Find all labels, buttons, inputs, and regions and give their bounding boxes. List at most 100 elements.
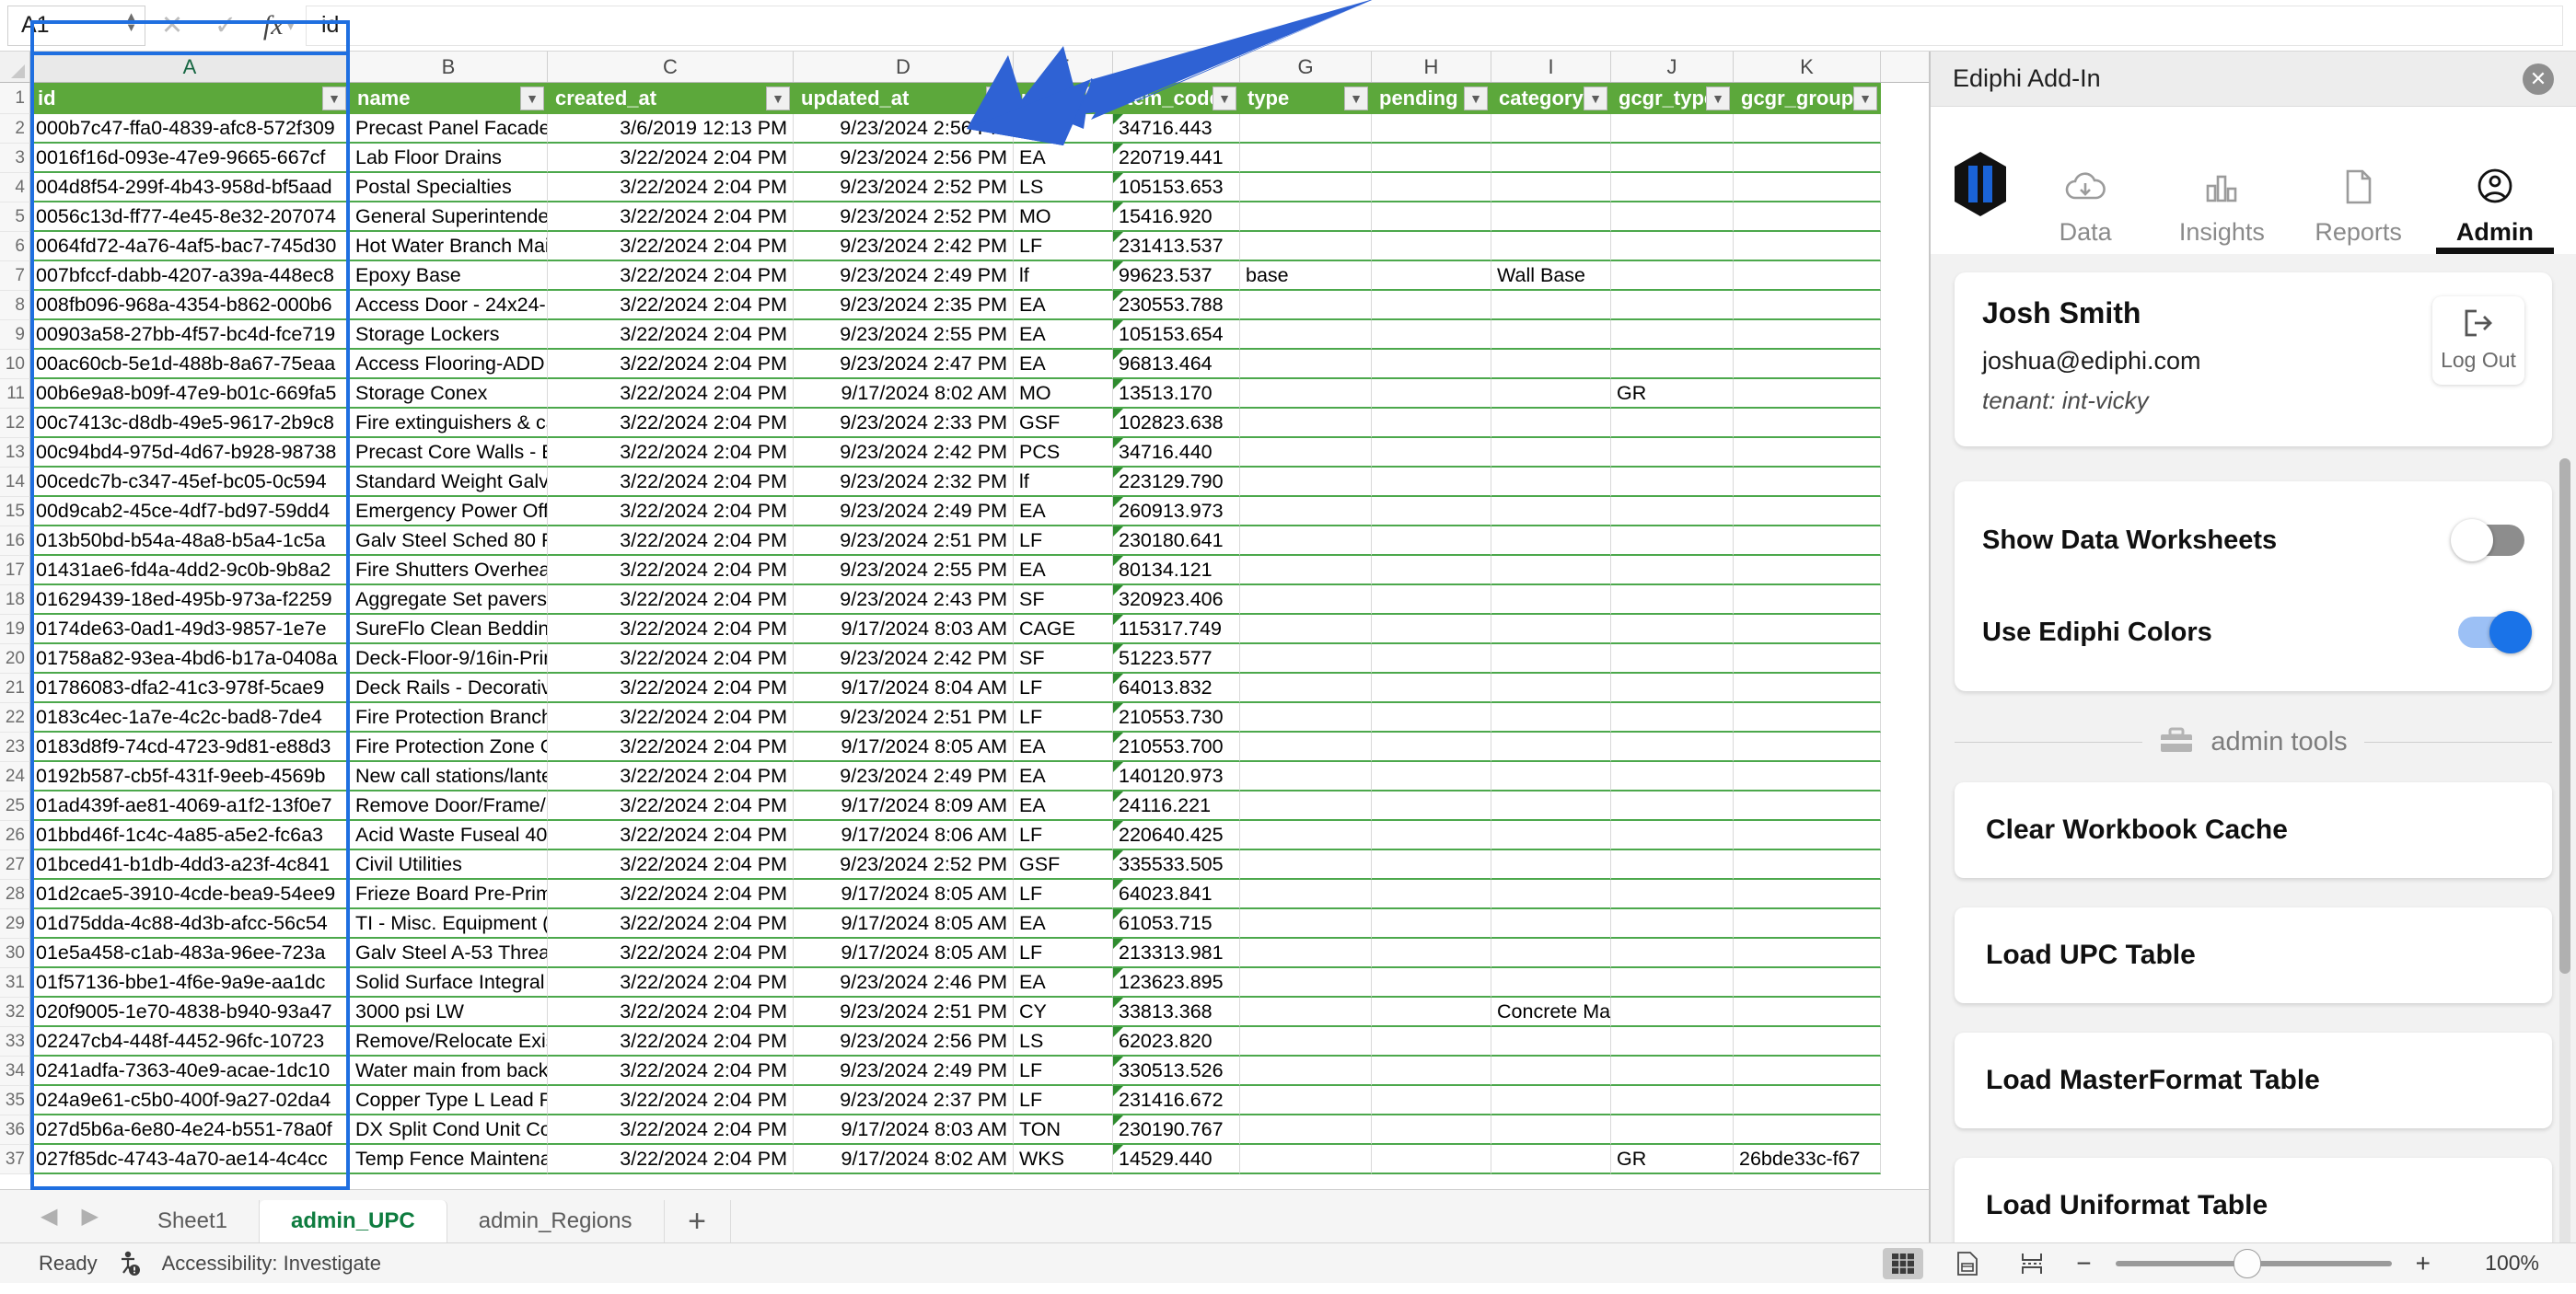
cell-gcgr-type-28[interactable] [1611,880,1734,909]
cell-name-8[interactable]: Access Door - 24x24-Fir [350,291,548,320]
table-row[interactable]: 024a9e61-c5b0-400f-9a27-02da4 Copper Type… [30,1086,1929,1115]
cell-gcgr-group-24[interactable] [1734,762,1881,791]
cell-gcgr-group-33[interactable] [1734,1027,1881,1057]
cell-id-19[interactable]: 0174de63-0ad1-49d3-9857-1e7e [30,615,350,644]
table-row[interactable]: 01629439-18ed-495b-973a-f2259 Aggregate S… [30,585,1929,615]
table-row[interactable]: 01e5a458-c1ab-483a-96ee-723a Galv Steel A… [30,939,1929,968]
triangle-left-icon[interactable]: ◀ [41,1204,58,1229]
row-header-7[interactable]: 7 [0,261,30,291]
table-row[interactable]: 01ad439f-ae81-4069-a1f2-13f0e7 Remove Doo… [30,791,1929,821]
table-row[interactable]: 004d8f54-299f-4b43-958d-bf5aad Postal Spe… [30,173,1929,202]
table-row[interactable]: 01786083-dfa2-41c3-978f-5cae9 Deck Rails … [30,674,1929,703]
cell-gcgr-group-22[interactable] [1734,703,1881,733]
column-header-i[interactable]: I [1491,52,1611,82]
cell-uom-22[interactable]: LF [1014,703,1113,733]
cell-id-30[interactable]: 01e5a458-c1ab-483a-96ee-723a [30,939,350,968]
cell-created-at-15[interactable]: 3/22/2024 2:04 PM [548,497,794,526]
cell-pending-36[interactable] [1372,1115,1491,1145]
cell-id-29[interactable]: 01d75dda-4c88-4d3b-afcc-56c54 [30,909,350,939]
cell-updated-at-5[interactable]: 9/23/2024 2:52 PM [794,202,1014,232]
zoom-in-button[interactable]: + [2415,1248,2431,1277]
cell-pending-34[interactable] [1372,1057,1491,1086]
cell-gcgr-group-26[interactable] [1734,821,1881,850]
cell-uom-21[interactable]: LF [1014,674,1113,703]
cell-gcgr-group-17[interactable] [1734,556,1881,585]
cell-gcgr-group-28[interactable] [1734,880,1881,909]
table-row[interactable]: 00c94bd4-975d-4d67-b928-98738 Precast Cor… [30,438,1929,468]
cell-created-at-37[interactable]: 3/22/2024 2:04 PM [548,1145,794,1174]
cell-name-34[interactable]: Water main from back o [350,1057,548,1086]
cell-gcgr-group-7[interactable] [1734,261,1881,291]
cell-id-22[interactable]: 0183c4ec-1a7e-4c2c-bad8-7de4 [30,703,350,733]
cell-updated-at-2[interactable]: 9/23/2024 2:56 PM [794,114,1014,144]
row-header-24[interactable]: 24 [0,762,30,791]
cell-category-11[interactable] [1491,379,1611,409]
cell-type-36[interactable] [1240,1115,1372,1145]
cell-updated-at-11[interactable]: 9/17/2024 8:02 AM [794,379,1014,409]
cell-pending-27[interactable] [1372,850,1491,880]
cell-type-17[interactable] [1240,556,1372,585]
cell-item-code-12[interactable]: 102823.638 [1113,409,1240,438]
cell-item-code-18[interactable]: 320923.406 [1113,585,1240,615]
cell-pending-12[interactable] [1372,409,1491,438]
cell-pending-28[interactable] [1372,880,1491,909]
cell-gcgr-group-16[interactable] [1734,526,1881,556]
cell-uom-3[interactable]: EA [1014,144,1113,173]
cell-name-6[interactable]: Hot Water Branch Mains [350,232,548,261]
cell-item-code-27[interactable]: 335533.505 [1113,850,1240,880]
row-header-32[interactable]: 32 [0,998,30,1027]
table-row[interactable]: 00ac60cb-5e1d-488b-8a67-75eaa Access Floo… [30,350,1929,379]
cell-gcgr-type-7[interactable] [1611,261,1734,291]
cell-category-4[interactable] [1491,173,1611,202]
cell-type-21[interactable] [1240,674,1372,703]
cell-item-code-32[interactable]: 33813.368 [1113,998,1240,1027]
cell-gcgr-group-13[interactable] [1734,438,1881,468]
cell-gcgr-type-12[interactable] [1611,409,1734,438]
row-header-36[interactable]: 36 [0,1115,30,1145]
cell-uom-25[interactable]: EA [1014,791,1113,821]
cell-created-at-35[interactable]: 3/22/2024 2:04 PM [548,1086,794,1115]
cell-id-10[interactable]: 00ac60cb-5e1d-488b-8a67-75eaa [30,350,350,379]
toggle-row-show-data-worksheets[interactable]: Show Data Worksheets [1982,494,2524,586]
cell-created-at-34[interactable]: 3/22/2024 2:04 PM [548,1057,794,1086]
cell-item-code-3[interactable]: 220719.441 [1113,144,1240,173]
cell-item-code-24[interactable]: 140120.973 [1113,762,1240,791]
cell-uom-31[interactable]: EA [1014,968,1113,998]
cell-updated-at-18[interactable]: 9/23/2024 2:43 PM [794,585,1014,615]
cell-updated-at-31[interactable]: 9/23/2024 2:46 PM [794,968,1014,998]
cell-created-at-22[interactable]: 3/22/2024 2:04 PM [548,703,794,733]
cell-type-13[interactable] [1240,438,1372,468]
cell-gcgr-type-33[interactable] [1611,1027,1734,1057]
cell-item-code-22[interactable]: 210553.730 [1113,703,1240,733]
cell-pending-10[interactable] [1372,350,1491,379]
column-header-d[interactable]: D [794,52,1014,82]
page-layout-icon[interactable] [1947,1248,1988,1279]
cell-item-code-4[interactable]: 105153.653 [1113,173,1240,202]
cell-pending-35[interactable] [1372,1086,1491,1115]
table-row[interactable]: 000b7c47-ffa0-4839-afc8-572f309 Precast P… [30,114,1929,144]
cell-gcgr-type-6[interactable] [1611,232,1734,261]
table-row[interactable]: 0183d8f9-74cd-4723-9d81-e88d3 Fire Protec… [30,733,1929,762]
cell-name-36[interactable]: DX Split Cond Unit Cooli [350,1115,548,1145]
cell-type-37[interactable] [1240,1145,1372,1174]
cell-id-36[interactable]: 027d5b6a-6e80-4e24-b551-78a0f [30,1115,350,1145]
cell-gcgr-type-35[interactable] [1611,1086,1734,1115]
cell-name-4[interactable]: Postal Specialties [350,173,548,202]
table-row[interactable]: 00c7413c-d8db-49e5-9617-2b9c8 Fire exting… [30,409,1929,438]
cell-updated-at-27[interactable]: 9/23/2024 2:52 PM [794,850,1014,880]
cell-id-2[interactable]: 000b7c47-ffa0-4839-afc8-572f309 [30,114,350,144]
cell-name-33[interactable]: Remove/Relocate Exist [350,1027,548,1057]
table-row[interactable]: 01bbd46f-1c4c-4a85-a5e2-fc6a3 Acid Waste … [30,821,1929,850]
cell-created-at-25[interactable]: 3/22/2024 2:04 PM [548,791,794,821]
table-row[interactable]: 01f57136-bbe1-4f6e-9a9e-aa1dc Solid Surfa… [30,968,1929,998]
cell-id-34[interactable]: 0241adfa-7363-40e9-acae-1dc10 [30,1057,350,1086]
filter-dropdown-updated-at[interactable]: ▼ [986,87,1010,110]
cell-gcgr-type-31[interactable] [1611,968,1734,998]
log-out-button[interactable]: Log Out [2432,296,2524,385]
row-header-35[interactable]: 35 [0,1086,30,1115]
row-header-23[interactable]: 23 [0,733,30,762]
cell-name-21[interactable]: Deck Rails - Decorative [350,674,548,703]
cell-type-29[interactable] [1240,909,1372,939]
cell-pending-18[interactable] [1372,585,1491,615]
cell-id-20[interactable]: 01758a82-93ea-4bd6-b17a-0408a [30,644,350,674]
